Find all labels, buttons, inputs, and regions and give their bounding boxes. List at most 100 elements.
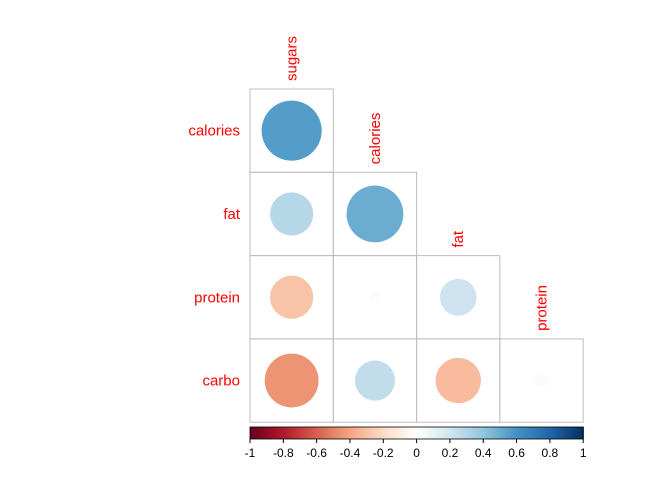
colorbar-segment (277, 427, 282, 439)
col-label-fat: fat (450, 230, 467, 248)
colorbar-segment (413, 427, 418, 439)
colorbar-segment (336, 427, 340, 439)
col-label-sugars: sugars (284, 36, 301, 81)
colorbar-segment (397, 427, 401, 439)
colorbar-segment (280, 427, 284, 439)
colorbar-segment (327, 427, 332, 439)
colorbar-segment (402, 427, 407, 439)
colorbar-tick-label: -1 (245, 446, 256, 460)
colorbar-segment (488, 427, 493, 439)
colorbar-segment (497, 427, 501, 439)
colorbar-segment (530, 427, 534, 439)
colorbar-segment (505, 427, 509, 439)
colorbar-segment (291, 427, 296, 439)
colorbar-segment (472, 427, 476, 439)
colorbar-segment (477, 427, 482, 439)
colorbar-segment (535, 427, 540, 439)
colorbar-segment (394, 427, 398, 439)
colorbar-segment (552, 427, 557, 439)
colorbar-segment (261, 427, 265, 439)
colorbar-segment (250, 427, 254, 439)
colorbar-segment (441, 427, 445, 439)
colorbar-segment (369, 427, 373, 439)
correlation-circle-protein-fat (439, 278, 477, 316)
colorbar-tick-label: -0.2 (373, 446, 394, 460)
colorbar-segment (288, 427, 293, 439)
colorbar-segment (399, 427, 404, 439)
colorbar-segment (258, 427, 262, 439)
colorbar-segment (344, 427, 348, 439)
colorbar-tick-label: 0.4 (475, 446, 492, 460)
colorbar-segment (269, 427, 273, 439)
colorbar-segment (558, 427, 562, 439)
colorbar-tick-label: 1 (580, 446, 587, 460)
colorbar-segment (391, 427, 395, 439)
colorbar-segment (386, 427, 390, 439)
row-label-calories: calories (188, 123, 240, 140)
colorbar-segment (580, 427, 584, 439)
colorbar-segment (538, 427, 543, 439)
correlation-circle-fat-calories (346, 185, 404, 243)
colorbar-segment (533, 427, 537, 439)
colorbar-segment (438, 427, 443, 439)
colorbar-segment (524, 427, 529, 439)
colorbar-segment (322, 427, 326, 439)
correlation-circle-calories-sugars (261, 100, 322, 161)
colorbar-segment (433, 427, 437, 439)
col-label-protein: protein (534, 285, 551, 331)
colorbar-tick-label: -0.8 (273, 446, 294, 460)
colorbar-segment (452, 427, 457, 439)
colorbar-segment (458, 427, 462, 439)
colorbar-segment (422, 427, 426, 439)
colorbar-segment (255, 427, 259, 439)
colorbar-segment (299, 427, 304, 439)
row-label-protein: protein (194, 289, 240, 306)
colorbar-segment (541, 427, 545, 439)
colorbar-tick-label: 0.8 (542, 446, 559, 460)
colorbar-segment (349, 427, 354, 439)
colorbar-segment (411, 427, 415, 439)
colorbar-segment (483, 427, 487, 439)
colorbar-segment (511, 427, 515, 439)
colorbar-segment (283, 427, 287, 439)
colorbar-segment (577, 427, 582, 439)
colorbar-segment (566, 427, 570, 439)
colorbar-segment (308, 427, 312, 439)
col-label-calories: calories (367, 113, 384, 165)
colorbar-segment (469, 427, 473, 439)
colorbar-segment (408, 427, 412, 439)
correlation-circle-protein-sugars (270, 275, 314, 319)
colorbar-segment (461, 427, 465, 439)
colorbar-segment (319, 427, 323, 439)
colorbar-segment (569, 427, 573, 439)
colorbar-segment (333, 427, 337, 439)
colorbar-segment (372, 427, 376, 439)
colorbar-segment (305, 427, 309, 439)
colorbar-segment (252, 427, 257, 439)
colorbar-segment (563, 427, 568, 439)
colorbar-segment (519, 427, 523, 439)
colorbar-segment (272, 427, 276, 439)
colorbar-segment (466, 427, 470, 439)
colorbar-tick-label: -0.4 (340, 446, 361, 460)
colorbar-segment (274, 427, 279, 439)
colorbar-segment (486, 427, 490, 439)
colorbar-segment (499, 427, 504, 439)
colorbar-segment (347, 427, 351, 439)
correlation-circle-carbo-sugars (264, 353, 319, 408)
colorbar-segment (424, 427, 429, 439)
colorbar-segment (544, 427, 548, 439)
colorbar-segment (311, 427, 315, 439)
colorbar-segment (449, 427, 454, 439)
colorbar-segment (560, 427, 565, 439)
colorbar-segment (574, 427, 579, 439)
colorbar-segment (463, 427, 468, 439)
colorbar-tick-label: 0.2 (442, 446, 459, 460)
colorbar-segment (294, 427, 298, 439)
colorbar-segment (419, 427, 423, 439)
colorbar-segment (383, 427, 387, 439)
colorbar-segment (522, 427, 526, 439)
colorbar-segment (297, 427, 301, 439)
colorbar-segment (427, 427, 432, 439)
colorbar-segment (338, 427, 343, 439)
